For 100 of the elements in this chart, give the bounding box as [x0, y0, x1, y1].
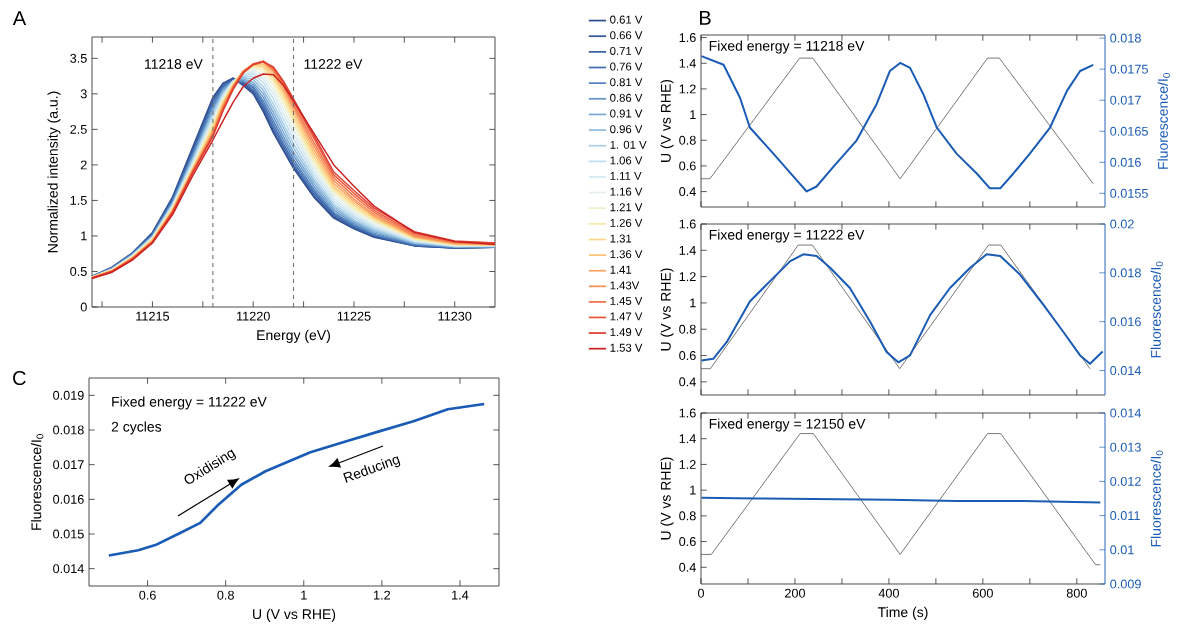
x-tick-label: 200 [785, 588, 806, 598]
legend-label: 0.71 V [610, 46, 643, 55]
y-tick-label: 1 [690, 110, 696, 119]
y-tick-label: 1 [690, 485, 696, 495]
legend-label: 1.36 V [610, 250, 643, 259]
y2-tick-label: 0.014 [1110, 408, 1142, 418]
x-axis-title: Time (s) [877, 606, 928, 620]
x-tick-label: 0.6 [139, 590, 156, 600]
y2-tick-label: 0.017 [1110, 95, 1141, 105]
legend-label: 0.91 V [610, 109, 643, 118]
y2-tick-label: 0.0165 [1110, 126, 1148, 136]
y-axis-title: U (V vs RHE) [660, 79, 674, 162]
y-tick-label: 3.5 [70, 53, 87, 63]
y-tick-label: 0.019 [53, 390, 84, 400]
y2-tick-label: 0.009 [1110, 579, 1141, 589]
x-tick-label: 600 [972, 588, 993, 598]
x-tick-label: 0 [697, 588, 705, 598]
text: C [13, 370, 26, 386]
annotation: Fixed energy = 11222 eV [709, 229, 865, 243]
y-tick-label: 1.4 [679, 58, 696, 68]
y-tick-label: 0.4 [679, 187, 696, 197]
y-tick-label: 1.6 [679, 33, 696, 43]
legend-label: 1.31 [610, 234, 632, 243]
y-tick-label: 0.6 [679, 161, 696, 171]
y2-tick-label: 0.013 [1110, 442, 1141, 452]
y-tick-label: 1 [81, 231, 87, 241]
y2-tick-label: 0.016 [1110, 317, 1141, 327]
y-tick-label: 1.2 [679, 460, 696, 469]
legend-label: 1.21 V [610, 203, 643, 212]
legend-label: 1.47 V [610, 312, 643, 321]
y-tick-label: 1.5 [70, 196, 87, 205]
annotation: Fixed energy = 12150 eV [709, 418, 866, 432]
y2-axis-title: Fluorescence/I$_{0}$ [1157, 73, 1171, 169]
y-tick-label: 1.2 [679, 272, 696, 282]
x-tick-label: 400 [878, 588, 899, 598]
legend-label: 1.49 V [610, 328, 643, 337]
x-axis-title: Energy (eV) [257, 329, 330, 343]
y-axis-title: U (V vs RHE) [660, 268, 674, 351]
ref-line-label: 11218 eV [145, 59, 203, 69]
legend-label: 0.81 V [610, 78, 643, 87]
y2-tick-label: 0.011 [1110, 511, 1140, 521]
y-tick-label: 0.5 [70, 266, 87, 276]
annotation: Fixed energy = 11218 eV [709, 40, 865, 54]
x-axis-title: U (V vs RHE) [253, 608, 336, 622]
y-tick-label: 1.6 [679, 408, 696, 418]
y-tick-label: 0.014 [53, 564, 84, 574]
legend-label: 0.96 V [610, 125, 643, 134]
x-tick-label: 11215 [136, 311, 170, 321]
y-tick-label: 0.6 [679, 351, 696, 361]
y-tick-label: 0.4 [679, 562, 696, 572]
y2-tick-label: 0.0175 [1110, 64, 1148, 74]
legend-label: 1.45 V [610, 297, 643, 305]
y2-tick-label: 0.014 [1110, 366, 1142, 376]
y-tick-label: 0 [80, 302, 87, 312]
y-axis-title: Normalized intensity (a.u.) [47, 91, 61, 253]
x-tick-label: 1.4 [452, 590, 469, 600]
annotation: 2 cycles [111, 421, 162, 435]
legend-label: 1.41 [610, 265, 632, 274]
x-tick-label: 800 [1066, 588, 1087, 598]
text: A [12, 11, 27, 25]
y-tick-label: 1.4 [679, 434, 696, 444]
text: B [700, 10, 711, 25]
x-tick-label: 0.8 [217, 590, 234, 600]
y-tick-label: 0.017 [53, 460, 84, 470]
x-tick-label: 1.2 [374, 590, 391, 600]
legend-label: 1. 01 V [610, 140, 647, 149]
y-axis-title: Fluorescence/I$_{0}$ [31, 434, 44, 530]
y-tick-label: 0.8 [679, 511, 696, 521]
legend-label: 1.53 V [610, 343, 643, 352]
legend-label: 0.86 V [610, 93, 643, 102]
y-tick-label: 0.016 [53, 494, 84, 504]
y-tick-label: 0.4 [679, 377, 696, 387]
y-axis-title: U (V vs RHE) [660, 457, 674, 540]
legend-label: 1.11 V [610, 172, 642, 180]
y-tick-label: 0.018 [53, 425, 84, 435]
y-tick-label: 0.8 [679, 324, 696, 334]
legend-label: 1.06 V [610, 156, 643, 165]
y2-tick-label: 0.02 [1110, 219, 1134, 229]
ref-line-label: 11222 eV [304, 59, 363, 69]
y2-tick-label: 0.018 [1110, 33, 1141, 43]
y-tick-label: 1 [690, 298, 696, 308]
x-tick-label: 11220 [237, 311, 270, 321]
y2-axis-title: Fluorescence/I$_{0}$ [1150, 450, 1164, 547]
legend-label: 0.66 V [610, 31, 643, 40]
y-tick-label: 0.6 [679, 537, 696, 547]
y-tick-label: 1.2 [679, 84, 696, 94]
y2-tick-label: 0.01 [1110, 545, 1134, 555]
y-tick-label: 2.5 [70, 124, 87, 134]
y-tick-label: 1.6 [679, 219, 696, 229]
y-tick-label: 0.015 [53, 529, 84, 539]
x-tick-label: 11225 [337, 311, 371, 321]
legend-label: 1.16 V [610, 187, 643, 196]
legend-label: 1.26 V [610, 218, 643, 227]
y-tick-label: 0.8 [679, 135, 696, 145]
legend-label: 0.76 V [610, 62, 643, 71]
annotation: Fixed energy = 11222 eV [112, 396, 267, 410]
y-tick-label: 1.4 [679, 245, 696, 255]
legend-label: 0.61 V [610, 15, 643, 24]
y2-tick-label: 0.018 [1110, 268, 1141, 278]
legend-label: 1.43V [610, 281, 640, 290]
